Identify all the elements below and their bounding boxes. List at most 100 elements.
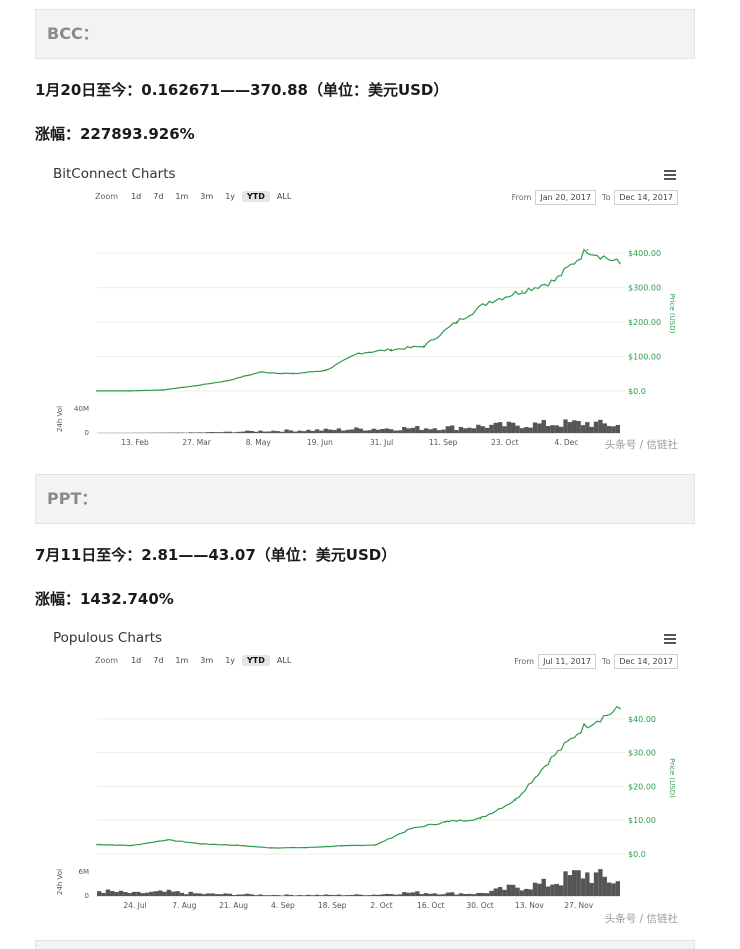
zoom-1y-button[interactable]: 1y <box>225 656 236 665</box>
volume-bar <box>354 427 359 433</box>
volume-bar <box>149 891 154 896</box>
volume-bar <box>336 894 342 896</box>
chart-menu-icon[interactable] <box>664 170 676 180</box>
volume-bar <box>415 426 420 433</box>
volume-bar <box>301 895 307 896</box>
x-tick-label: 13. Nov <box>515 901 545 910</box>
price-series-line <box>96 705 621 849</box>
volume-bar <box>515 425 520 433</box>
volume-bar <box>266 431 272 433</box>
zoom-1m-button[interactable]: 1m <box>175 656 189 665</box>
x-tick-label: 16. Oct <box>417 901 444 910</box>
volume-bar <box>223 893 228 896</box>
y-tick-label: $200.00 <box>628 318 661 327</box>
volume-bar <box>572 420 577 433</box>
to-date-input[interactable]: Dec 14, 2017 <box>614 190 678 205</box>
volume-bar <box>197 432 202 433</box>
volume-bar <box>519 890 525 896</box>
price-point <box>444 821 447 823</box>
x-tick-label: 24. Jul <box>123 901 146 910</box>
x-tick-label: 11. Sep <box>429 438 458 447</box>
price-point <box>325 369 327 372</box>
volume-bar <box>245 430 250 433</box>
date-range: From Jul 11, 2017 To Dec 14, 2017 <box>514 654 678 669</box>
volume-bar <box>515 887 520 896</box>
zoom-ytd-button[interactable]: YTD <box>242 655 270 666</box>
volume-bar <box>463 428 468 433</box>
volume-bar <box>319 430 324 433</box>
volume-bar <box>114 891 119 896</box>
volume-bar <box>585 872 590 896</box>
zoom-ytd-button[interactable]: YTD <box>242 191 270 202</box>
y-tick-label: $10.00 <box>628 816 656 825</box>
from-date-input[interactable]: Jan 20, 2017 <box>535 190 596 205</box>
y-tick-label: $100.00 <box>628 353 661 362</box>
zoom-1d-button[interactable]: 1d <box>131 656 142 665</box>
volume-bar <box>349 894 355 896</box>
change-percent-line: 涨幅：1432.740% <box>35 590 174 608</box>
volume-bar <box>480 426 485 433</box>
zoom-1y-button[interactable]: 1y <box>225 192 236 201</box>
zoom-selector: Zoom 1d 7d 1m 3m 1y YTD ALL <box>95 655 298 666</box>
zoom-1d-button[interactable]: 1d <box>131 192 142 201</box>
volume-bar <box>362 430 368 433</box>
volume-bar <box>393 894 398 896</box>
zoom-3m-button[interactable]: 3m <box>200 656 214 665</box>
x-tick-label: 4. Sep <box>271 901 295 910</box>
price-point <box>514 799 517 801</box>
to-date-input[interactable]: Dec 14, 2017 <box>614 654 678 669</box>
volume-bar <box>314 429 320 433</box>
zoom-all-button[interactable]: ALL <box>276 656 292 665</box>
price-point <box>226 379 229 382</box>
volume-bar <box>236 431 241 433</box>
volume-bar <box>367 895 372 896</box>
zoom-1m-button[interactable]: 1m <box>175 192 189 201</box>
volume-bar <box>458 893 464 896</box>
volume-bar <box>506 884 512 896</box>
from-date-input[interactable]: Jul 11, 2017 <box>538 654 596 669</box>
volume-bar <box>615 881 620 896</box>
volume-bar <box>101 892 106 896</box>
zoom-7d-button[interactable]: 7d <box>153 656 164 665</box>
volume-bar <box>123 891 128 896</box>
volume-bar <box>327 429 333 433</box>
zoom-all-button[interactable]: ALL <box>276 192 292 201</box>
volume-bar <box>397 894 403 896</box>
volume-bar <box>362 895 368 896</box>
volume-bar <box>598 869 603 896</box>
volume-bar <box>210 432 215 433</box>
price-point <box>390 348 392 351</box>
volume-bar <box>458 426 464 433</box>
volume-bar <box>432 893 437 896</box>
to-label: To <box>601 193 611 202</box>
volume-bar <box>445 426 451 433</box>
price-point <box>200 843 203 845</box>
volume-bar <box>266 895 272 896</box>
volume-bar <box>245 893 250 896</box>
x-tick-label: 2. Oct <box>370 901 393 910</box>
price-range-line: 1月20日至今：0.162671——370.88（单位：美元USD） <box>35 81 449 99</box>
volume-bar <box>214 894 220 896</box>
volume-bar <box>511 884 516 896</box>
volume-bar <box>297 430 302 433</box>
section-header-ppt: PPT： <box>35 474 695 524</box>
volume-bar <box>567 875 573 896</box>
zoom-3m-button[interactable]: 3m <box>200 192 214 201</box>
volume-bar <box>158 890 163 896</box>
volume-bar <box>253 431 259 433</box>
chart-menu-icon[interactable] <box>664 634 676 644</box>
volume-bar <box>284 894 289 896</box>
y-tick-label: $0.0 <box>628 850 646 859</box>
volume-bar <box>393 430 398 433</box>
volume-bar <box>162 891 167 896</box>
volume-bar <box>258 894 263 896</box>
volume-bar <box>188 432 193 433</box>
volume-bar <box>415 891 420 896</box>
volume-bar <box>423 428 429 433</box>
zoom-7d-button[interactable]: 7d <box>153 192 164 201</box>
x-tick-label: 27. Nov <box>564 901 594 910</box>
price-point <box>340 845 342 847</box>
to-label: To <box>601 657 611 666</box>
volume-bar <box>306 894 311 896</box>
volume-bar <box>419 894 424 896</box>
